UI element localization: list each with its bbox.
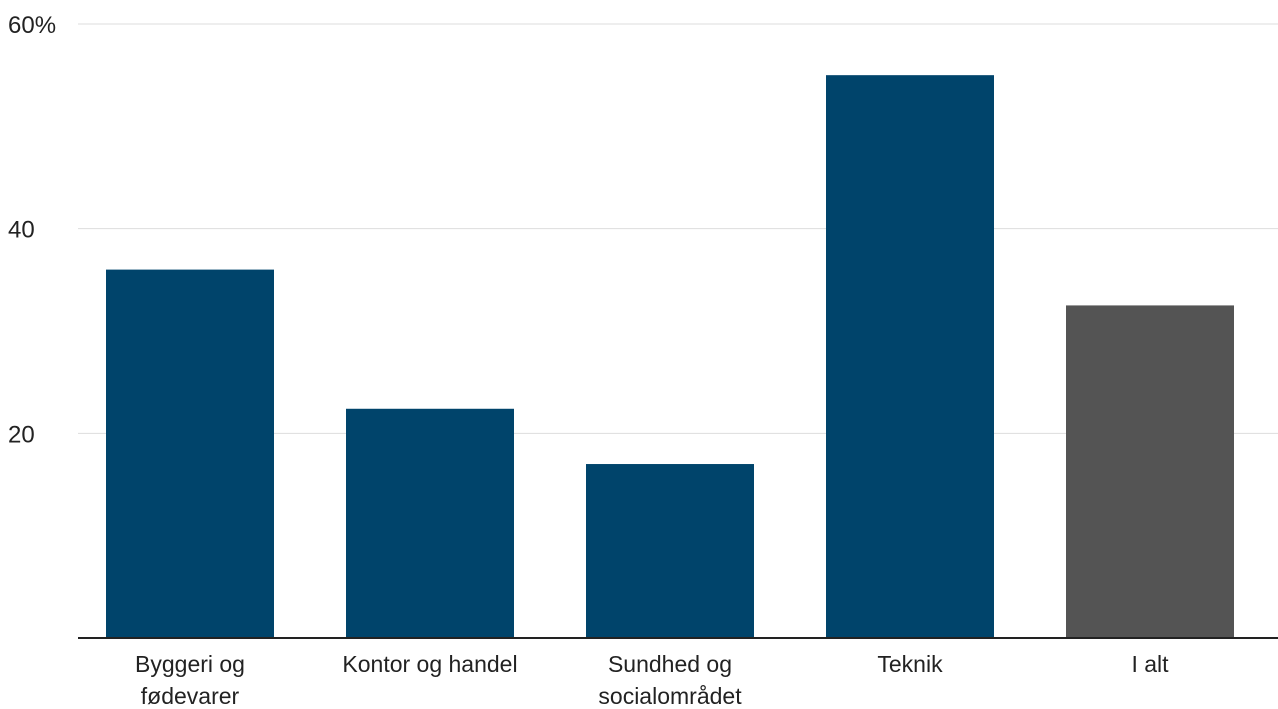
x-category-label: Sundhed og socialområdet (598, 651, 742, 709)
bar-3 (586, 464, 754, 638)
x-category-label: Teknik (877, 651, 943, 677)
y-tick-label: 60% (8, 12, 56, 39)
x-category-label-line: Teknik (877, 651, 943, 677)
y-axis-ticks: 20 40 60% (8, 12, 56, 448)
x-axis-labels: Byggeri og fødevarer Kontor og handel Sundh… (135, 651, 1169, 709)
x-category-label-line: Byggeri og (135, 651, 245, 677)
bar-4 (826, 75, 994, 638)
bar-2 (346, 408, 514, 638)
x-category-label: Byggeri og fødevarer (135, 651, 245, 709)
x-category-label-line: socialområdet (598, 683, 742, 709)
bar-5 (1066, 305, 1234, 638)
x-category-label-line: Kontor og handel (342, 651, 517, 677)
bars (106, 75, 1234, 638)
x-category-label: I alt (1131, 651, 1169, 677)
y-tick-label: 40 (8, 217, 35, 244)
bar-1 (106, 269, 274, 638)
x-category-label-line: I alt (1131, 651, 1169, 677)
y-tick-label: 20 (8, 421, 35, 448)
x-category-label: Kontor og handel (342, 651, 517, 677)
x-category-label-line: fødevarer (141, 683, 240, 709)
x-category-label-line: Sundhed og (608, 651, 732, 677)
